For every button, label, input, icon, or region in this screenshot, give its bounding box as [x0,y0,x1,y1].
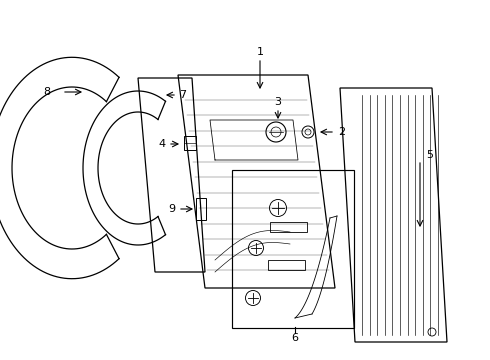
Bar [232,170,354,328]
Text: 4: 4 [158,139,166,149]
Text: 1: 1 [256,47,264,57]
Bar [268,260,305,270]
Text: 8: 8 [44,87,50,97]
Text: 9: 9 [169,204,175,214]
Text: 2: 2 [339,127,345,137]
Text: 6: 6 [292,333,298,343]
Bar [270,222,307,232]
Bar [184,136,196,150]
Text: 3: 3 [274,97,281,107]
Text: 7: 7 [179,90,187,100]
Bar [196,198,206,220]
Text: 5: 5 [426,150,434,160]
